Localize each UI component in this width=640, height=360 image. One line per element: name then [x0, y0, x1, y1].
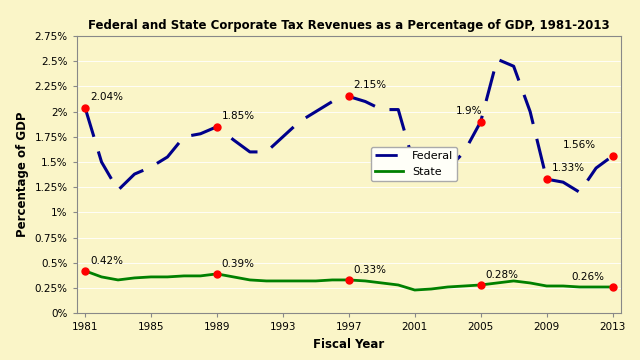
State	[460, 284, 468, 288]
Federal	[246, 150, 253, 154]
Federal	[609, 154, 616, 158]
Federal	[164, 155, 172, 159]
State	[345, 278, 353, 282]
State	[328, 278, 336, 282]
State	[411, 288, 419, 292]
State	[246, 278, 253, 282]
Federal	[328, 99, 336, 104]
Federal	[262, 150, 270, 154]
Federal	[131, 172, 138, 176]
State	[394, 283, 402, 287]
Federal	[312, 109, 319, 114]
Text: 0.33%: 0.33%	[354, 265, 387, 275]
State	[493, 281, 501, 285]
Legend: Federal, State: Federal, State	[371, 147, 458, 181]
Federal	[196, 132, 204, 136]
Federal	[279, 135, 287, 139]
Federal	[213, 125, 221, 129]
State	[559, 284, 567, 288]
State	[164, 275, 172, 279]
Title: Federal and State Corporate Tax Revenues as a Percentage of GDP, 1981-2013: Federal and State Corporate Tax Revenues…	[88, 19, 610, 32]
State	[147, 275, 155, 279]
Federal	[147, 165, 155, 169]
Line: Federal: Federal	[85, 59, 612, 192]
State	[477, 283, 484, 287]
State	[296, 279, 303, 283]
Text: 1.56%: 1.56%	[563, 140, 596, 150]
State	[114, 278, 122, 282]
Federal	[394, 107, 402, 112]
Federal	[98, 160, 106, 164]
State	[131, 276, 138, 280]
State	[543, 284, 550, 288]
Federal	[576, 190, 584, 194]
State	[279, 279, 287, 283]
State	[378, 281, 386, 285]
Text: 1.9%: 1.9%	[456, 105, 483, 116]
State	[576, 285, 584, 289]
Y-axis label: Percentage of GDP: Percentage of GDP	[16, 112, 29, 237]
State	[609, 285, 616, 289]
State	[180, 274, 188, 278]
Federal	[428, 172, 435, 176]
Text: 0.42%: 0.42%	[90, 256, 123, 266]
Line: State: State	[85, 271, 612, 290]
Federal	[180, 135, 188, 139]
State	[98, 275, 106, 279]
Federal	[543, 177, 550, 181]
Text: 0.28%: 0.28%	[486, 270, 518, 280]
State	[428, 287, 435, 291]
State	[81, 269, 89, 273]
Federal	[362, 99, 369, 104]
Text: 0.26%: 0.26%	[572, 272, 604, 282]
State	[312, 279, 319, 283]
Federal	[444, 167, 452, 171]
Federal	[559, 180, 567, 184]
Federal	[296, 120, 303, 124]
Federal	[345, 94, 353, 99]
Text: 2.15%: 2.15%	[354, 80, 387, 90]
Federal	[477, 120, 484, 124]
X-axis label: Fiscal Year: Fiscal Year	[313, 338, 385, 351]
State	[230, 275, 237, 279]
Federal	[378, 107, 386, 112]
Federal	[493, 57, 501, 61]
Federal	[81, 105, 89, 110]
State	[196, 274, 204, 278]
Federal	[114, 188, 122, 192]
Federal	[230, 138, 237, 142]
State	[510, 279, 518, 283]
State	[262, 279, 270, 283]
State	[526, 281, 534, 285]
Federal	[592, 166, 600, 170]
Text: 1.85%: 1.85%	[222, 111, 255, 121]
State	[362, 279, 369, 283]
Text: 0.39%: 0.39%	[222, 259, 255, 269]
State	[213, 272, 221, 276]
Federal	[526, 109, 534, 114]
Text: 1.33%: 1.33%	[552, 163, 585, 173]
Text: 2.04%: 2.04%	[90, 91, 123, 102]
Federal	[411, 165, 419, 169]
State	[592, 285, 600, 289]
Federal	[510, 64, 518, 68]
Federal	[460, 150, 468, 154]
State	[444, 285, 452, 289]
